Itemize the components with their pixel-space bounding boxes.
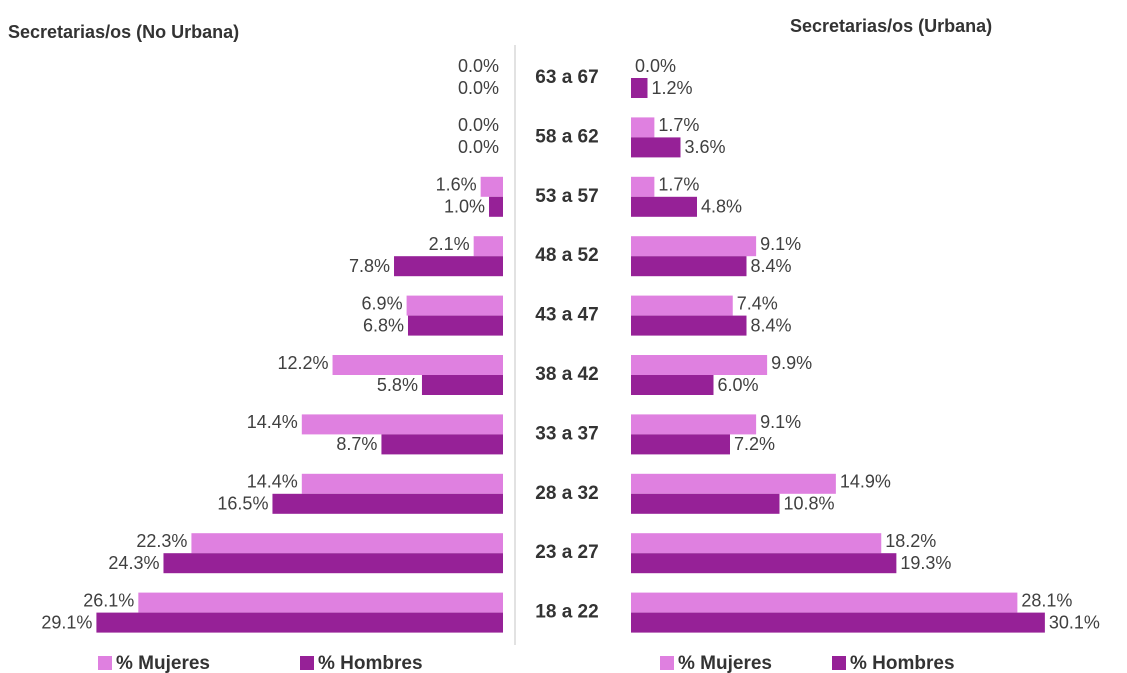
data-label: 1.2%	[652, 78, 693, 98]
data-label: 6.9%	[362, 293, 403, 313]
legend-label: % Hombres	[318, 653, 423, 673]
bar	[631, 176, 655, 197]
bar	[394, 256, 503, 277]
legend-swatch	[832, 656, 846, 670]
legend-swatch	[98, 656, 112, 670]
data-label: 1.0%	[444, 197, 485, 217]
data-label: 12.2%	[277, 353, 328, 373]
data-label: 28.1%	[1021, 590, 1072, 610]
bar	[631, 434, 730, 455]
data-label: 29.1%	[41, 612, 92, 632]
bar	[163, 553, 503, 574]
bar	[631, 117, 655, 138]
bar	[631, 355, 768, 375]
data-label: 19.3%	[900, 553, 951, 573]
data-label: 14.4%	[247, 412, 298, 432]
bar	[631, 137, 681, 158]
bar	[138, 592, 503, 613]
bar	[407, 315, 503, 336]
bar	[96, 612, 504, 633]
data-label: 8.4%	[751, 315, 792, 335]
bar	[272, 493, 503, 514]
bar	[301, 414, 503, 435]
category-label: 28 a 32	[535, 483, 598, 504]
data-label: 7.8%	[349, 256, 390, 276]
bar	[631, 295, 733, 316]
data-label: 9.1%	[760, 412, 801, 432]
data-label: 6.0%	[718, 375, 759, 395]
bar	[489, 196, 503, 217]
bar	[631, 592, 1018, 613]
category-label: 18 a 22	[535, 602, 598, 623]
bar	[301, 473, 503, 494]
bar	[631, 533, 882, 554]
data-label: 1.7%	[658, 115, 699, 135]
legend-label: % Mujeres	[116, 653, 210, 673]
legend-label: % Hombres	[850, 653, 955, 673]
bar	[631, 553, 897, 574]
bar	[631, 236, 757, 257]
category-label: 23 a 27	[535, 542, 598, 563]
data-label: 10.8%	[784, 494, 835, 514]
bar	[631, 196, 697, 217]
bar	[381, 434, 503, 455]
bar	[332, 355, 503, 375]
data-label: 0.0%	[458, 115, 499, 135]
data-label: 1.7%	[658, 175, 699, 195]
data-label: 8.4%	[751, 256, 792, 276]
chart-title: Secretarias/os (Urbana)	[790, 16, 992, 36]
bar	[631, 414, 757, 435]
bar	[480, 176, 503, 197]
data-label: 5.8%	[377, 375, 418, 395]
data-label: 24.3%	[108, 553, 159, 573]
category-label: 48 a 52	[535, 245, 598, 266]
category-label: 58 a 62	[535, 126, 598, 147]
category-label: 43 a 47	[535, 305, 598, 326]
bar	[631, 493, 780, 514]
category-label: 53 a 57	[535, 186, 598, 207]
data-label: 9.1%	[760, 234, 801, 254]
data-label: 4.8%	[701, 197, 742, 217]
data-label: 22.3%	[136, 531, 187, 551]
data-label: 7.4%	[737, 293, 778, 313]
bar	[631, 375, 714, 395]
data-label: 8.7%	[336, 434, 377, 454]
bar	[421, 375, 503, 395]
data-label: 14.9%	[840, 472, 891, 492]
data-label: 9.9%	[771, 353, 812, 373]
bar	[631, 315, 747, 336]
data-label: 3.6%	[685, 137, 726, 157]
data-label: 2.1%	[429, 234, 470, 254]
category-label: 63 a 67	[535, 67, 598, 88]
data-label: 7.2%	[734, 434, 775, 454]
legend-swatch	[660, 656, 674, 670]
data-label: 0.0%	[458, 78, 499, 98]
bar	[191, 533, 504, 554]
bar	[631, 256, 747, 277]
data-label: 26.1%	[83, 590, 134, 610]
bar	[631, 612, 1045, 633]
data-label: 6.8%	[363, 315, 404, 335]
category-label: 38 a 42	[535, 364, 598, 385]
data-label: 14.4%	[247, 472, 298, 492]
legend-swatch	[300, 656, 314, 670]
bar	[473, 236, 503, 257]
bar	[631, 78, 648, 98]
data-label: 0.0%	[458, 56, 499, 76]
chart-title: Secretarias/os (No Urbana)	[8, 22, 239, 42]
legend-label: % Mujeres	[678, 653, 772, 673]
data-label: 0.0%	[458, 137, 499, 157]
data-label: 0.0%	[635, 56, 676, 76]
category-label: 33 a 37	[535, 423, 598, 444]
data-label: 1.6%	[436, 175, 477, 195]
data-label: 18.2%	[885, 531, 936, 551]
data-label: 16.5%	[217, 494, 268, 514]
bar	[406, 295, 503, 316]
data-label: 30.1%	[1049, 612, 1100, 632]
bar	[631, 473, 836, 494]
